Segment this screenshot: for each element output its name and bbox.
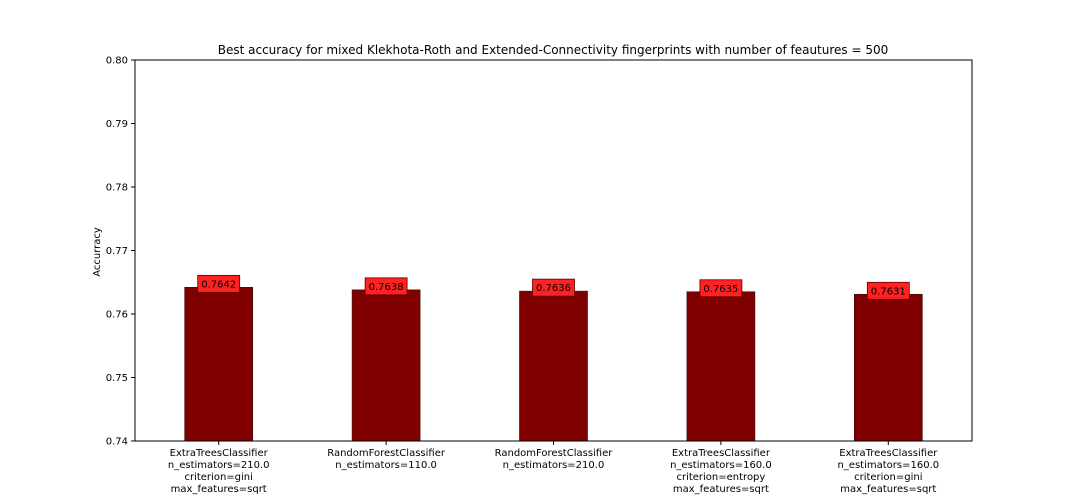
x-tick-label: max_features=sqrt [840,484,936,495]
x-tick-label: max_features=sqrt [171,484,267,495]
bar [853,294,923,442]
bar [519,290,588,442]
x-axis: ExtraTreesClassifiern_estimators=210.0cr… [168,441,939,495]
x-tick-label: max_features=sqrt [673,484,769,495]
x-tick-label: RandomForestClassifier [495,448,614,459]
bars-group [184,287,923,442]
x-tick-label: ExtraTreesClassifier [170,448,269,459]
y-tick-label: 0.74 [106,437,128,448]
bar [184,287,253,442]
x-tick-label: n_estimators=110.0 [335,460,437,471]
x-tick-label: n_estimators=210.0 [503,460,605,471]
y-tick-label: 0.80 [106,56,128,67]
x-tick-label: criterion=gini [854,472,922,483]
value-label-box [866,281,910,300]
y-tick-label: 0.76 [106,310,128,321]
value-label: 0.7638 [369,282,404,293]
value-label-box [364,277,408,296]
y-tick-label: 0.79 [106,119,128,130]
x-tick-label: n_estimators=160.0 [670,460,772,471]
y-tick-label: 0.77 [106,246,128,257]
value-label-box [699,279,743,298]
bar [351,289,421,442]
value-label: 0.7635 [703,284,738,295]
x-tick-label: ExtraTreesClassifier [672,448,771,459]
chart-title: Best accuracy for mixed Klekhota-Roth an… [218,43,889,57]
x-tick-label: criterion=gini [184,472,252,483]
bar [686,291,756,442]
x-tick-label: n_estimators=210.0 [168,460,270,471]
value-label: 0.7642 [201,279,236,290]
y-axis-label: Accurracy [92,227,103,277]
value-label-box [197,274,241,293]
x-tick-label: criterion=entropy [676,472,765,483]
y-tick-label: 0.75 [106,373,128,384]
x-tick-label: ExtraTreesClassifier [839,448,938,459]
value-label-box [532,278,575,297]
y-tick-label: 0.78 [106,183,128,194]
x-tick-label: n_estimators=160.0 [837,460,939,471]
plot-frame [134,59,973,442]
x-tick-label: RandomForestClassifier [327,448,446,459]
value-label: 0.7636 [536,283,571,294]
y-axis: 0.74 0.75 0.76 0.77 0.78 0.79 0.80 [106,56,135,448]
value-label: 0.7631 [871,286,906,297]
value-labels-group: 0.7642 0.7638 0.7636 0.7635 0.7631 [197,274,910,300]
